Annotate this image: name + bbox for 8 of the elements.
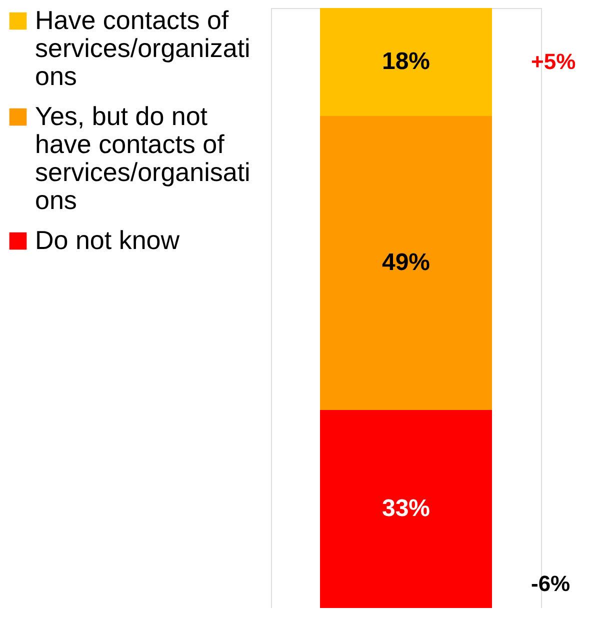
text: -6% [531, 571, 570, 596]
data-label: 49% [382, 249, 430, 276]
legend-label: Do not know [35, 225, 180, 255]
text: +5% [531, 49, 576, 74]
legend-label: Have contacts of services/organizations [35, 5, 250, 91]
legend-label: Yes, but do not have contacts of services/organisations [35, 101, 250, 215]
data-label: 18% [382, 48, 430, 75]
data-label: 33% [382, 495, 430, 522]
